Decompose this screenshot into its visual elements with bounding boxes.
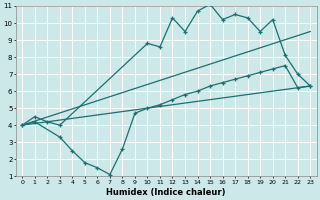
X-axis label: Humidex (Indice chaleur): Humidex (Indice chaleur) <box>107 188 226 197</box>
